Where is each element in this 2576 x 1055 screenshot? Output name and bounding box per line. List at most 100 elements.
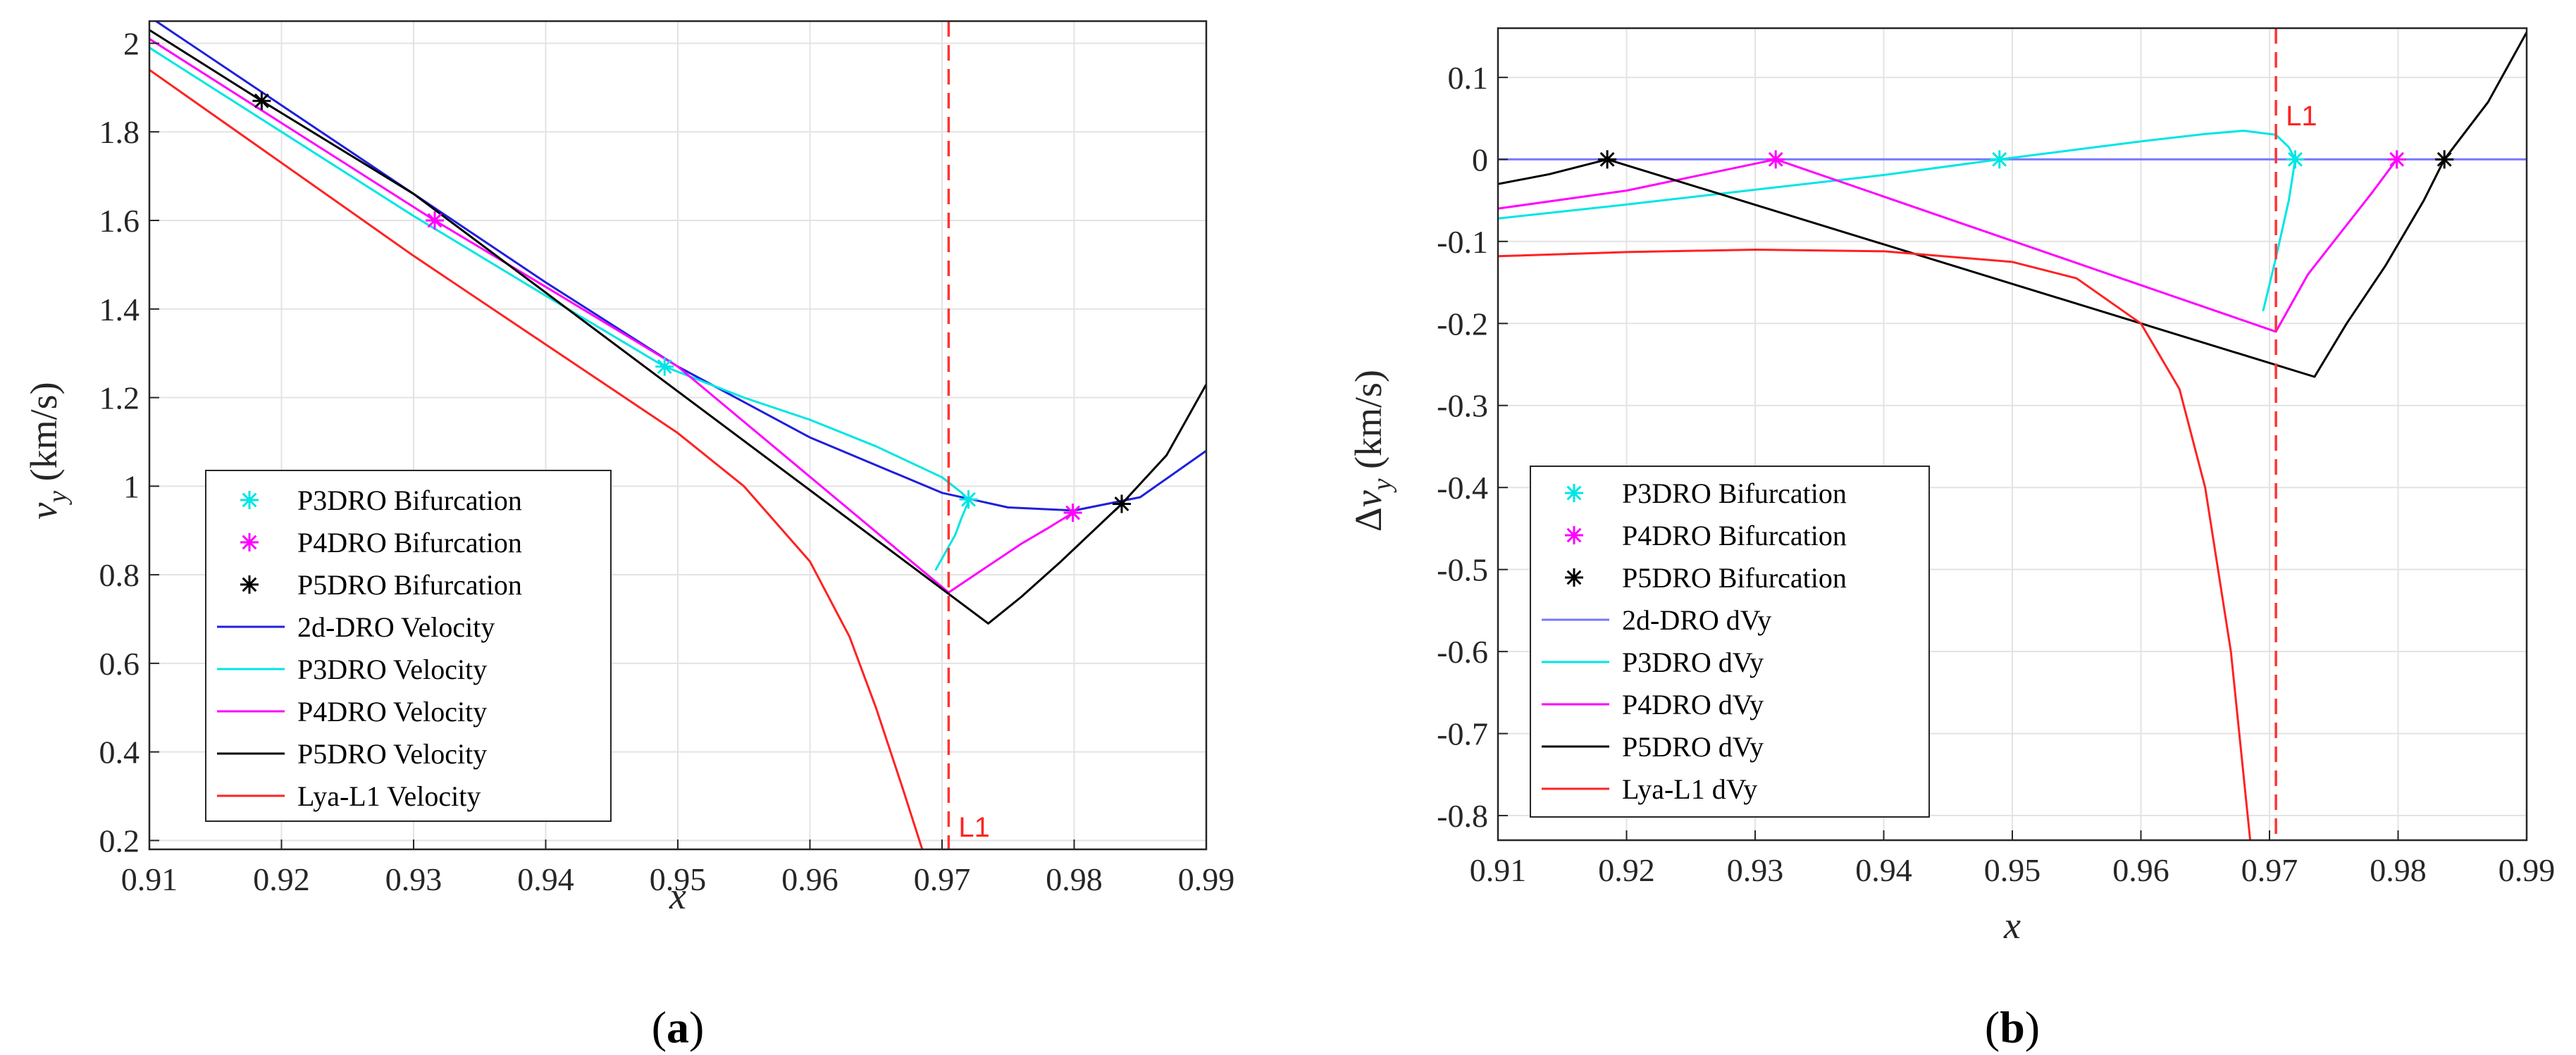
legend-marker-p4dro-bifurcation bbox=[240, 533, 259, 551]
y-tick-label: 1.8 bbox=[99, 114, 140, 150]
x-tick-label: 0.94 bbox=[517, 861, 574, 897]
l1-label: L1 bbox=[958, 812, 990, 843]
x-tick-label: 0.95 bbox=[1984, 852, 2041, 888]
series-line-p5dro-velocity bbox=[149, 29, 1206, 625]
legend-label: P4DRO dVy bbox=[1622, 689, 1764, 720]
y-tick-label: 1.2 bbox=[99, 380, 140, 416]
x-tick-label: 0.97 bbox=[914, 861, 971, 897]
y-tick-label: -0.3 bbox=[1437, 388, 1488, 424]
legend-a: P3DRO Bifurcation P4DRO Bifurcation P5DRO … bbox=[205, 470, 612, 822]
x-tick-label: 0.97 bbox=[2241, 852, 2298, 888]
y-tick-label: -0.6 bbox=[1437, 634, 1488, 670]
legend-label: P4DRO Bifurcation bbox=[297, 527, 522, 558]
marker-p5dro-bifurcation bbox=[252, 92, 271, 111]
legend-label: P4DRO Bifurcation bbox=[1622, 520, 1847, 551]
y-tick-label: -0.1 bbox=[1437, 224, 1488, 260]
series-line-lya-l1-velocity bbox=[149, 68, 924, 849]
y-tick-label: 0.1 bbox=[1448, 60, 1489, 96]
y-tick-label: 0.2 bbox=[99, 823, 140, 859]
legend-label: Lya-L1 Velocity bbox=[297, 780, 481, 812]
legend-label: P3DRO Bifurcation bbox=[1622, 477, 1847, 509]
y-tick-label: -0.8 bbox=[1437, 798, 1488, 834]
x-tick-label: 0.98 bbox=[1046, 861, 1103, 897]
legend-b: P3DRO Bifurcation P4DRO Bifurcation P5DRO … bbox=[1530, 466, 1930, 818]
legend-label: P3DRO Bifurcation bbox=[297, 485, 522, 516]
marker-p3dro-bifurcation bbox=[655, 357, 674, 376]
ticks-b: 0.91 0.92 0.93 0.94 0.95 0.96 0.97 0.98 0.99 -0.8… bbox=[1437, 60, 2555, 888]
legend-marker-p3dro-bifurcation bbox=[240, 491, 259, 509]
y-axis-label-a: vy (km/s) bbox=[23, 382, 73, 519]
series-line-lya-l1-dvy bbox=[1498, 249, 2252, 840]
marker-p4dro-bifurcation bbox=[426, 211, 444, 230]
x-tick-label: 0.92 bbox=[1598, 852, 1655, 888]
l1-line-a: L1 bbox=[947, 21, 990, 849]
y-tick-label: -0.7 bbox=[1437, 716, 1488, 752]
chart-panel-a: L1 0.91 0.92 0.93 0.94 0.95 0.96 0.97 0.98 0.990… bbox=[23, 20, 1235, 1052]
marker-p5dro-bifurcation bbox=[2435, 150, 2454, 169]
legend-box bbox=[205, 470, 612, 822]
legend-label: P3DRO dVy bbox=[1622, 647, 1764, 678]
legend-label: P4DRO Velocity bbox=[297, 696, 487, 728]
marker-p4dro-bifurcation bbox=[1766, 150, 1785, 169]
series-line-p4dro-dvy bbox=[1498, 158, 2398, 333]
x-tick-label: 0.92 bbox=[253, 861, 310, 897]
marker-p3dro-bifurcation bbox=[959, 490, 978, 509]
x-tick-label: 0.99 bbox=[1178, 861, 1235, 897]
l1-label: L1 bbox=[2286, 101, 2317, 132]
y-tick-label: 0 bbox=[1472, 142, 1488, 177]
x-axis-label-b: x bbox=[2003, 904, 2021, 947]
legend-marker-p4dro-bifurcation bbox=[1565, 526, 1583, 544]
legend-label: 2d-DRO dVy bbox=[1622, 604, 1771, 636]
legend-marker-p5dro-bifurcation bbox=[1565, 568, 1583, 587]
x-tick-label: 0.96 bbox=[781, 861, 838, 897]
legend-label: Lya-L1 dVy bbox=[1622, 773, 1757, 805]
x-tick-label: 0.99 bbox=[2498, 852, 2556, 888]
marker-p3dro-bifurcation bbox=[2286, 150, 2305, 169]
legend-label: P3DRO Velocity bbox=[297, 654, 487, 685]
y-tick-label: 0.8 bbox=[99, 557, 140, 593]
marker-p4dro-bifurcation bbox=[2387, 150, 2406, 169]
legend-label: P5DRO Velocity bbox=[297, 738, 487, 770]
x-tick-label: 0.98 bbox=[2370, 852, 2427, 888]
y-tick-label: 1.4 bbox=[99, 292, 140, 327]
y-tick-label: 0.6 bbox=[99, 646, 140, 682]
x-tick-label: 0.93 bbox=[1727, 852, 1784, 888]
legend-marker-p3dro-bifurcation bbox=[1565, 484, 1583, 502]
x-tick-label: 0.93 bbox=[385, 861, 442, 897]
series-layer-a bbox=[149, 21, 1206, 849]
y-tick-label: 1 bbox=[123, 468, 140, 504]
y-tick-label: 0.4 bbox=[99, 735, 140, 770]
legend-label: P5DRO Bifurcation bbox=[1622, 562, 1847, 594]
x-tick-label: 0.91 bbox=[121, 861, 178, 897]
y-tick-label: -0.2 bbox=[1437, 306, 1488, 342]
y-tick-label: -0.4 bbox=[1437, 470, 1488, 506]
chart-panel-b: L1 0.91 0.92 0.93 0.94 0.95 0.96 0.97 0.98 0.99 -… bbox=[1347, 27, 2555, 1052]
ticks-a: 0.91 0.92 0.93 0.94 0.95 0.96 0.97 0.98 0.99 0.2 0… bbox=[99, 25, 1235, 897]
series-line-p4dro-velocity bbox=[149, 37, 1074, 594]
marker-p5dro-bifurcation bbox=[1598, 150, 1617, 169]
legend-box bbox=[1530, 466, 1930, 818]
legend-label: P5DRO Bifurcation bbox=[297, 569, 522, 601]
series-line-2d-dro-velocity bbox=[154, 21, 1206, 512]
y-tick-label: 2 bbox=[123, 25, 140, 61]
series-layer-b bbox=[1498, 32, 2527, 840]
x-axis-label-a: x bbox=[669, 875, 686, 917]
panel-label-b: (b) bbox=[1985, 1002, 2040, 1052]
legend-label: P5DRO dVy bbox=[1622, 731, 1764, 763]
legend-label: 2d-DRO Velocity bbox=[297, 611, 495, 643]
panel-label-a: (a) bbox=[652, 1002, 705, 1052]
legend-marker-p5dro-bifurcation bbox=[240, 575, 259, 594]
x-tick-label: 0.94 bbox=[1855, 852, 1912, 888]
l1-line-b: L1 bbox=[2274, 28, 2317, 840]
x-tick-label: 0.91 bbox=[1470, 852, 1527, 888]
series-line-p5dro-dvy bbox=[1498, 32, 2527, 378]
x-tick-label: 0.95 bbox=[650, 861, 707, 897]
series-line-p3dro-dvy bbox=[1498, 130, 2296, 312]
marker-p5dro-bifurcation bbox=[1113, 494, 1131, 513]
y-tick-label: -0.5 bbox=[1437, 552, 1488, 588]
marker-p3dro-bifurcation bbox=[1990, 150, 2009, 169]
x-tick-label: 0.96 bbox=[2112, 852, 2169, 888]
y-tick-label: 1.6 bbox=[99, 203, 140, 239]
y-axis-label-b: Δvy (km/s) bbox=[1347, 370, 1397, 532]
